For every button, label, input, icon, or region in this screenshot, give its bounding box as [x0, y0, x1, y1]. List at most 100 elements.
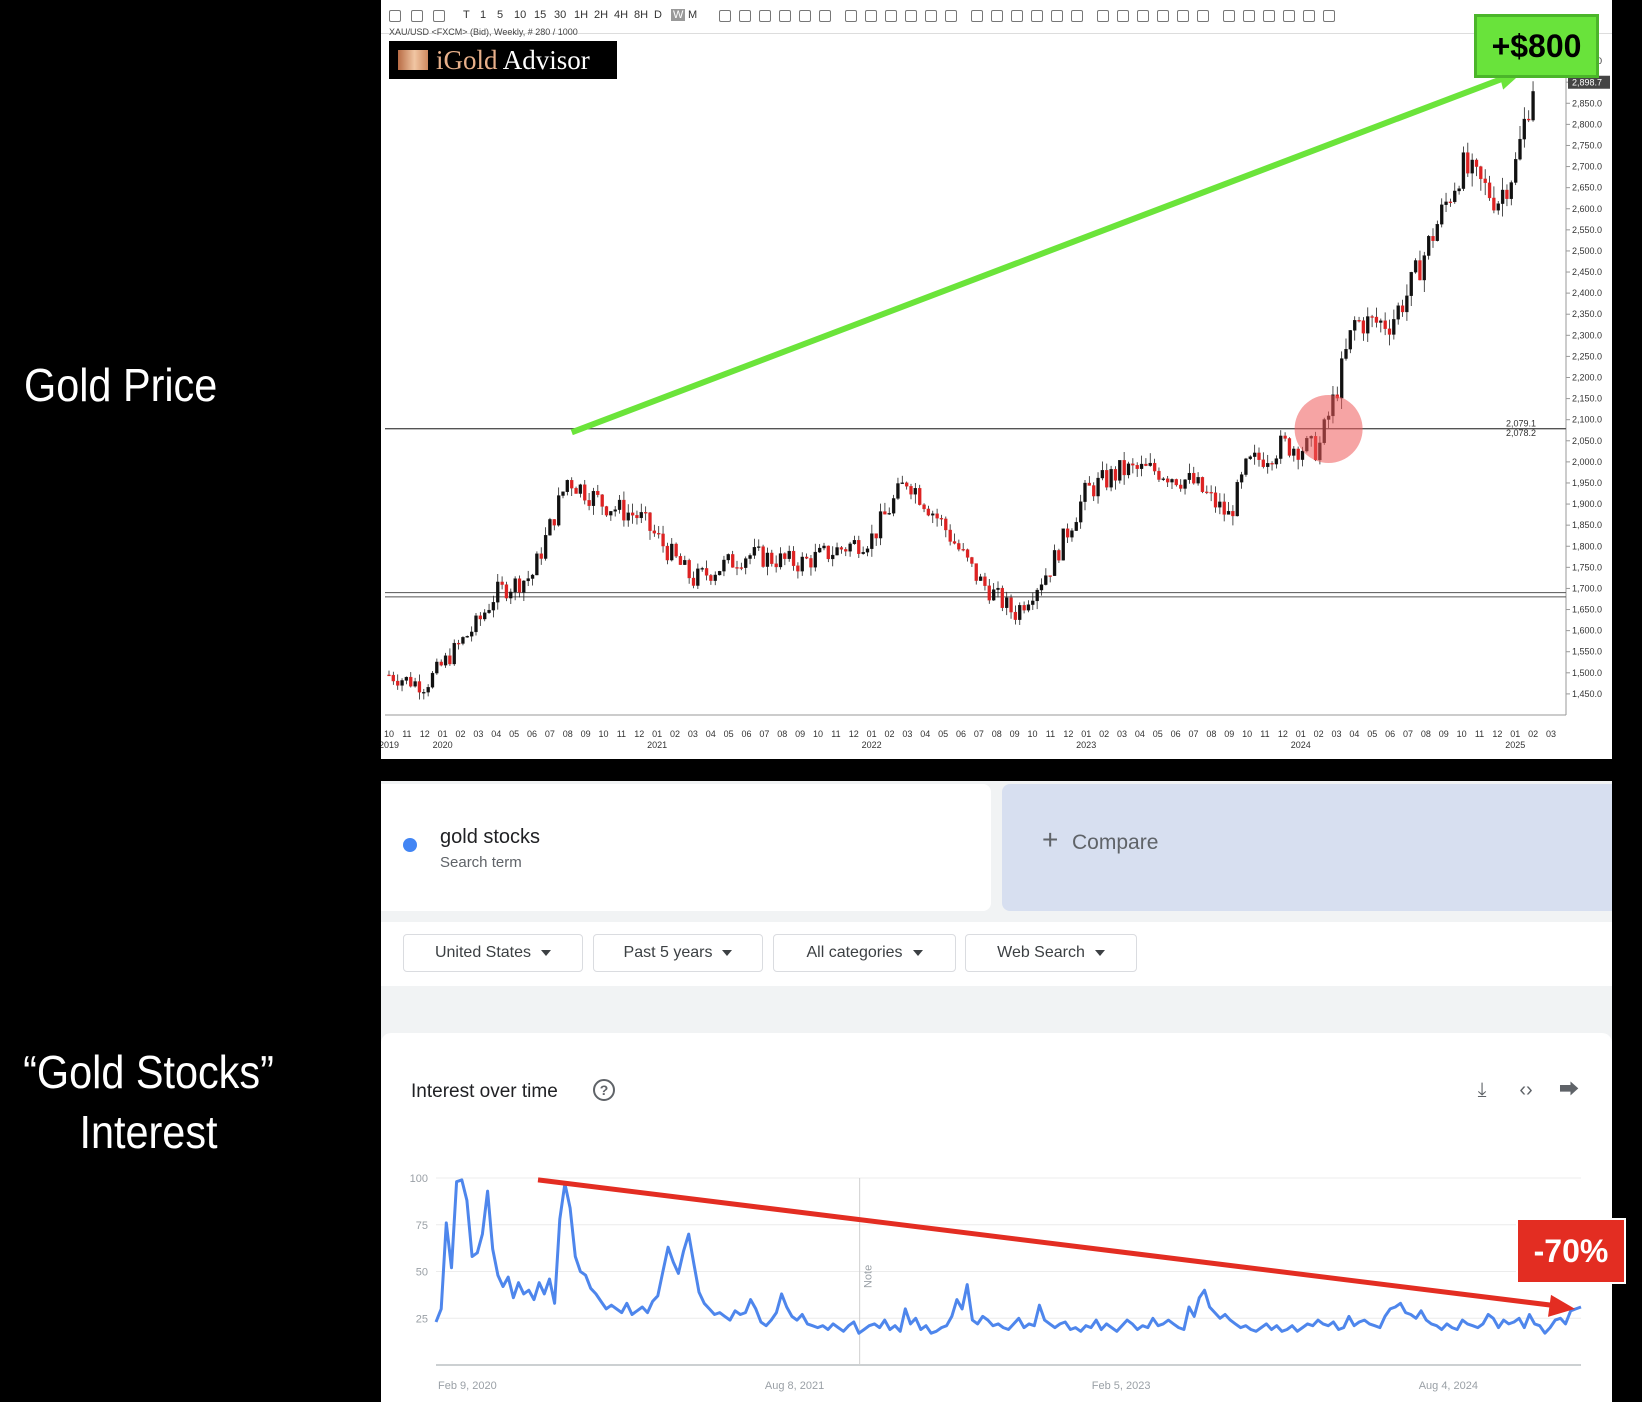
download-icon[interactable]: ⤓ — [1477, 1079, 1487, 1101]
toolbar-tool-icon[interactable] — [759, 10, 771, 22]
card-title: Interest over time — [411, 1081, 558, 1102]
candle-body — [831, 554, 835, 560]
toolbar-tool-icon[interactable] — [1283, 10, 1295, 22]
toolbar-tool-icon[interactable] — [1223, 10, 1235, 22]
candle-body — [496, 581, 500, 603]
candle-body — [1109, 469, 1113, 488]
candle-body — [1013, 611, 1018, 620]
price-tick-label: 1,650.0 — [1572, 605, 1602, 615]
candle-body — [1135, 465, 1139, 469]
interval-w[interactable]: W — [671, 9, 686, 21]
toolbar-tool-icon[interactable] — [1137, 10, 1149, 22]
toolbar-tool-icon[interactable] — [1117, 10, 1129, 22]
toolbar-tool-icon[interactable] — [991, 10, 1003, 22]
toolbar-tool-icon[interactable] — [1177, 10, 1189, 22]
filter-time-range[interactable]: Past 5 years — [593, 934, 763, 972]
compare-label: Compare — [1072, 831, 1159, 854]
candle-body — [535, 553, 539, 576]
candle-body — [1444, 201, 1448, 205]
filter-search-type-label: Web Search — [997, 944, 1085, 961]
candle-body — [896, 483, 900, 499]
embed-icon[interactable]: ‹› — [1519, 1079, 1533, 1101]
candle-body — [1296, 448, 1300, 460]
candle-body — [1279, 435, 1283, 459]
interval-30[interactable]: 30 — [554, 9, 567, 21]
toolbar-tool-icon[interactable] — [1323, 10, 1335, 22]
toolbar-tool-icon[interactable] — [925, 10, 937, 22]
year-tick-label: 2021 — [647, 740, 667, 750]
toolbar-tool-icon[interactable] — [1097, 10, 1109, 22]
candle-body — [1161, 478, 1165, 480]
interval-d[interactable]: D — [654, 9, 662, 21]
candle-body — [1139, 463, 1144, 469]
interval-1[interactable]: 1 — [480, 9, 487, 21]
toolbar-chart-icon[interactable] — [433, 10, 445, 22]
toolbar-tool-icon[interactable] — [1071, 10, 1083, 22]
candle-body — [1422, 255, 1426, 281]
toolbar-chart-icon[interactable] — [411, 10, 423, 22]
filter-region-label: United States — [434, 944, 532, 961]
month-tick-label: 02 — [1099, 729, 1109, 739]
toolbar-tool-icon[interactable] — [1011, 10, 1023, 22]
interval-15[interactable]: 15 — [534, 9, 547, 21]
filter-region[interactable]: United States — [403, 934, 583, 972]
candle-body — [1396, 305, 1400, 320]
interval-5[interactable]: 5 — [497, 9, 504, 21]
toolbar-tool-icon[interactable] — [905, 10, 917, 22]
candle-body — [1505, 189, 1509, 199]
month-tick-label: 11 — [1475, 729, 1484, 739]
toolbar-tool-icon[interactable] — [1197, 10, 1209, 22]
help-icon[interactable]: ? — [593, 1079, 615, 1101]
toolbar-tool-icon[interactable] — [885, 10, 897, 22]
interval-1h[interactable]: 1H — [574, 9, 589, 21]
filter-search-type[interactable]: Web Search — [965, 934, 1137, 972]
candle-body — [1340, 358, 1344, 399]
year-tick-label: 2025 — [1505, 740, 1525, 750]
candle-body — [1257, 452, 1261, 460]
candle-body — [722, 559, 726, 572]
toolbar-tool-icon[interactable] — [1243, 10, 1255, 22]
candle-body — [865, 548, 870, 553]
chevron-down-icon — [1094, 950, 1105, 956]
toolbar-tool-icon[interactable] — [1157, 10, 1169, 22]
candle-body — [1448, 201, 1453, 204]
candle-body — [435, 661, 439, 674]
candle-body — [422, 692, 426, 694]
candle-body — [509, 591, 513, 599]
toolbar-tool-icon[interactable] — [1303, 10, 1315, 22]
price-tick-label: 2,850.0 — [1572, 98, 1602, 108]
interval-10[interactable]: 10 — [514, 9, 527, 21]
price-tick-label: 2,700.0 — [1572, 162, 1602, 172]
interval-2h[interactable]: 2H — [594, 9, 609, 21]
toolbar-tool-icon[interactable] — [799, 10, 811, 22]
candle-body — [1100, 470, 1105, 479]
search-term-card[interactable]: gold stocks Search term — [381, 784, 991, 911]
toolbar-tool-icon[interactable] — [1031, 10, 1043, 22]
toolbar-tool-icon[interactable] — [865, 10, 877, 22]
interval-t[interactable]: T — [463, 9, 470, 21]
google-trends-panel: gold stocks Search term + Compare United… — [381, 781, 1612, 1402]
candle-body — [905, 482, 909, 487]
toolbar-tool-icon[interactable] — [1263, 10, 1275, 22]
candle-body — [752, 547, 757, 556]
toolbar-tool-icon[interactable] — [945, 10, 957, 22]
interval-8h[interactable]: 8H — [634, 9, 649, 21]
toolbar-tool-icon[interactable] — [819, 10, 831, 22]
share-icon[interactable]: ⮕ — [1559, 1079, 1579, 1101]
candle-body — [556, 495, 561, 526]
interval-m[interactable]: M — [688, 9, 698, 21]
compare-button[interactable]: + Compare — [1002, 784, 1612, 911]
filter-category[interactable]: All categories — [773, 934, 956, 972]
toolbar-tool-icon[interactable] — [739, 10, 751, 22]
price-tick-label: 2,000.0 — [1572, 457, 1602, 467]
toolbar-tool-icon[interactable] — [1051, 10, 1063, 22]
toolbar-chart-icon[interactable] — [389, 10, 401, 22]
interval-4h[interactable]: 4H — [614, 9, 629, 21]
candle-body — [704, 568, 709, 576]
toolbar-tool-icon[interactable] — [779, 10, 791, 22]
candle-body — [1379, 320, 1383, 323]
toolbar-tool-icon[interactable] — [719, 10, 731, 22]
month-tick-label: 04 — [920, 729, 930, 739]
toolbar-tool-icon[interactable] — [971, 10, 983, 22]
toolbar-tool-icon[interactable] — [845, 10, 857, 22]
